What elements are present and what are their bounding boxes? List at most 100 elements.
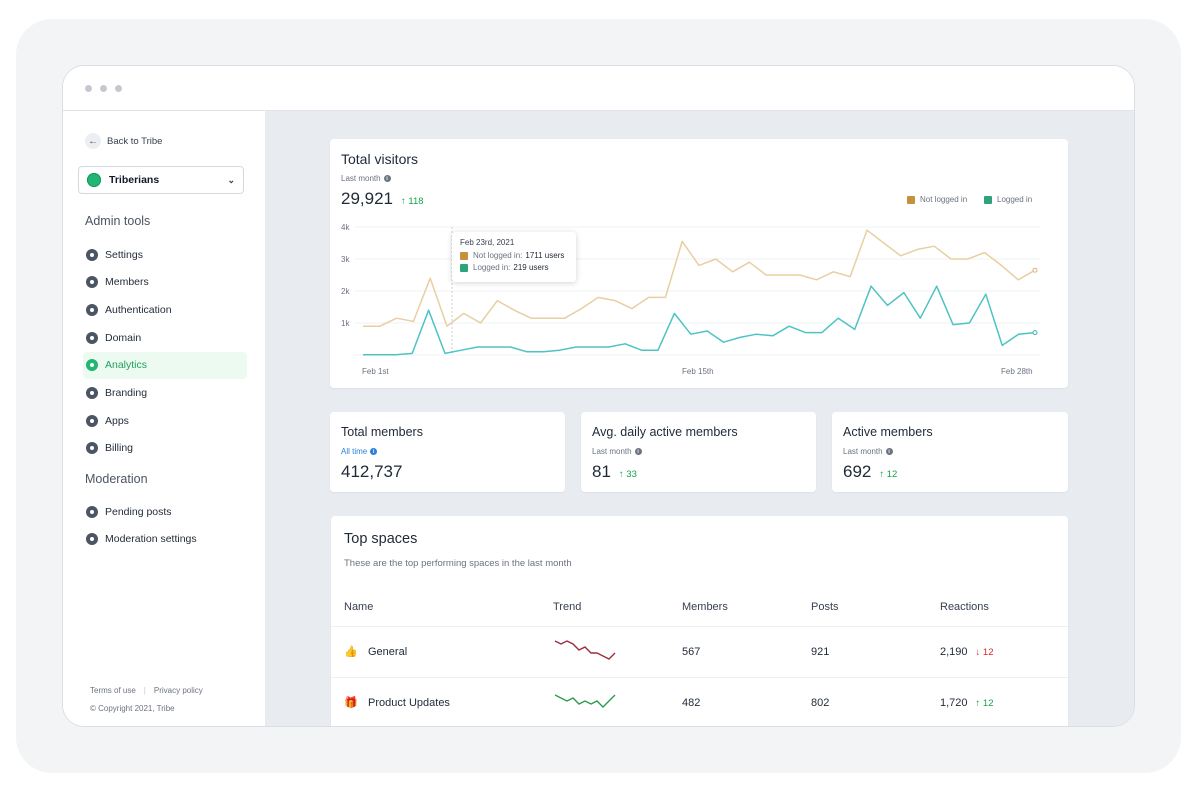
sidebar-item-label: Settings	[105, 248, 143, 261]
tooltip-date: Feb 23rd, 2021	[460, 238, 515, 247]
tooltip-not-logged-value: 1711 users	[525, 251, 565, 260]
window-dot-icon	[85, 85, 92, 92]
column-header-name[interactable]: Name	[331, 588, 553, 627]
space-name: Product Updates	[368, 697, 450, 709]
sidebar-item-label: Billing	[105, 442, 134, 455]
billing-icon	[86, 442, 98, 455]
trend-cell	[553, 677, 682, 726]
space-name: General	[368, 646, 408, 658]
column-header-posts[interactable]: Posts	[811, 588, 940, 627]
y-tick-label: 2k	[341, 287, 350, 296]
tooltip-row-logged: Logged in: 219 users	[460, 263, 568, 272]
table-row[interactable]: 🎁 Product Updates 482 802 1,720 ↑ 12	[331, 677, 1068, 726]
tooltip-swatch-icon	[460, 251, 468, 260]
stat-period-label: Last month	[843, 447, 883, 456]
y-tick-label: 4k	[341, 223, 350, 232]
info-icon[interactable]: i	[370, 448, 378, 455]
space-emoji-icon: 🎁	[344, 697, 358, 709]
stat-value: 692	[843, 462, 872, 481]
sidebar-item-branding[interactable]: Branding	[83, 380, 247, 407]
stat-value-row: 692 ↑ 12	[843, 462, 897, 482]
table-row[interactable]: 👍 General 567 921 2,190 ↓ 12	[331, 626, 1068, 678]
sidebar-item-moderation-settings[interactable]: Moderation settings	[83, 526, 247, 553]
privacy-link[interactable]: Privacy policy	[153, 686, 203, 695]
pending-posts-icon	[86, 505, 98, 518]
sidebar-item-label: Members	[105, 276, 149, 289]
column-header-members[interactable]: Members	[682, 588, 811, 627]
sidebar-item-domain[interactable]: Domain	[83, 324, 247, 351]
members-cell: 482	[682, 677, 811, 726]
y-tick-label: 1k	[341, 319, 350, 328]
stat-delta: ↑ 12	[879, 469, 898, 480]
top-spaces-subtitle: These are the top performing spaces in t…	[344, 558, 572, 569]
x-tick-label: Feb 28th	[1001, 367, 1033, 376]
sidebar-item-label: Branding	[105, 387, 148, 399]
total-visitors-card: Total visitors Last month i 29,921 ↑ 118…	[330, 139, 1068, 388]
window-dot-icon	[100, 85, 107, 92]
terms-link[interactable]: Terms of use	[90, 686, 136, 695]
sidebar-item-billing[interactable]: Billing	[83, 435, 247, 462]
reactions-value: 1,720	[940, 696, 968, 709]
legend-label: Not logged in	[920, 195, 968, 204]
sidebar-item-settings[interactable]: Settings	[83, 241, 247, 268]
stat-period: All time i	[341, 447, 378, 456]
series-line-not-logged-in[interactable]	[363, 229, 1036, 327]
stat-title: Total members	[341, 425, 423, 439]
sidebar-item-label: Domain	[105, 331, 142, 344]
top-spaces-title: Top spaces	[344, 531, 418, 547]
stat-value: 81	[592, 462, 611, 481]
column-header-trend[interactable]: Trend	[553, 588, 682, 627]
branding-icon	[86, 387, 98, 399]
sidebar-item-label: Apps	[105, 414, 129, 427]
analytics-icon	[86, 359, 98, 372]
info-icon[interactable]: i	[885, 448, 893, 455]
column-header-reactions[interactable]: Reactions	[940, 588, 1068, 627]
footer-separator: |	[143, 686, 146, 695]
tooltip-row-not-logged: Not logged in: 1711 users	[460, 251, 568, 260]
legend-not-logged-in: Not logged in	[907, 195, 967, 204]
reactions-cell: 1,720 ↑ 12	[940, 677, 1068, 726]
section-moderation: Moderation	[85, 472, 148, 486]
sidebar-item-pending-posts[interactable]: Pending posts	[83, 498, 247, 525]
community-logo-icon	[87, 173, 101, 187]
stat-value: 412,737	[341, 462, 403, 481]
reactions-delta: ↑ 12	[975, 697, 994, 709]
trend-cell	[553, 626, 682, 678]
back-to-tribe-link[interactable]: ← Back to Tribe	[85, 133, 162, 149]
community-name: Triberians	[109, 174, 160, 186]
y-tick-label: 3k	[341, 255, 350, 264]
legend-swatch-icon	[907, 195, 915, 204]
series-line-logged-in[interactable]	[363, 285, 1036, 356]
reactions-delta: ↓ 12	[975, 646, 994, 658]
community-switcher[interactable]: Triberians ⌄	[78, 166, 244, 194]
space-name-cell: 👍 General	[331, 626, 553, 678]
tooltip-logged-value: 219 users	[513, 263, 549, 272]
visitors-period-label: Last month	[341, 174, 381, 183]
info-icon[interactable]: i	[383, 175, 391, 182]
stat-card-active-members: Active members Last month i 692 ↑ 12	[832, 412, 1068, 492]
visitors-line-chart[interactable]: 4k 3k 2k 1k Feb 1st Feb 15th Feb 28th	[330, 139, 1068, 388]
sidebar-item-authentication[interactable]: Authentication	[83, 296, 247, 323]
back-label: Back to Tribe	[107, 135, 163, 147]
stat-value-row: 412,737	[341, 462, 402, 482]
legend-swatch-icon	[984, 195, 992, 204]
chevron-down-icon: ⌄	[227, 174, 235, 185]
trend-sparkline	[554, 640, 616, 660]
app-window: ← Back to Tribe Triberians ⌄ Admin tools…	[62, 65, 1135, 727]
top-spaces-card: Top spaces These are the top performing …	[331, 516, 1068, 726]
space-name-cell: 🎁 Product Updates	[331, 677, 553, 726]
sidebar-item-apps[interactable]: Apps	[83, 407, 247, 434]
trend-line	[554, 640, 616, 660]
info-icon[interactable]: i	[634, 448, 642, 455]
posts-cell: 921	[811, 626, 940, 678]
space-emoji-icon: 👍	[344, 646, 358, 658]
reactions-cell: 2,190 ↓ 12	[940, 626, 1068, 678]
stat-period-label: Last month	[592, 447, 632, 456]
visitors-value: 29,921	[341, 189, 393, 208]
sidebar-item-analytics[interactable]: Analytics	[83, 351, 247, 379]
sidebar-item-label: Moderation settings	[105, 533, 197, 546]
legend-label: Logged in	[997, 195, 1033, 204]
authentication-icon	[86, 303, 98, 316]
sidebar-item-members[interactable]: Members	[83, 269, 247, 296]
sidebar-item-label: Pending posts	[105, 505, 172, 518]
